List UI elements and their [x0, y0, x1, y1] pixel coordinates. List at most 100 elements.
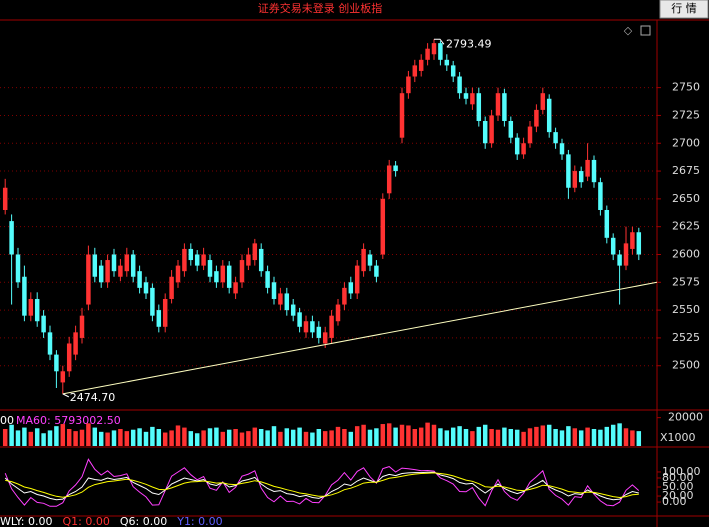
candle-body [86, 254, 91, 305]
volume-bar [566, 426, 571, 446]
volume-bar [124, 431, 130, 446]
candle-body [335, 304, 341, 322]
indicator-legend: Y1: 0.00 [176, 515, 222, 527]
candle-body [348, 282, 354, 294]
candle-body [194, 254, 200, 266]
candle-body [124, 254, 130, 272]
candle-body [201, 254, 206, 266]
candle-body [22, 276, 27, 316]
candle-body [73, 332, 78, 355]
volume-bar [34, 428, 40, 446]
candle-body [636, 232, 642, 255]
volume-bar [130, 429, 136, 446]
y-tick-label: 2700 [672, 136, 700, 149]
y-tick-label: 2625 [672, 220, 700, 233]
candle-body [92, 254, 98, 277]
volume-bar [188, 431, 194, 446]
volume-bar [572, 428, 578, 446]
volume-bar [546, 424, 552, 446]
candle-body [585, 159, 590, 177]
candle-body [188, 248, 194, 261]
volume-bar [118, 429, 123, 446]
candle-body [41, 315, 46, 333]
y-tick-label: 2575 [672, 275, 700, 288]
diamond-icon: ◇ [624, 24, 633, 37]
y-tick-label: 50.00 [662, 480, 694, 493]
candle-body [66, 343, 72, 372]
volume-bar [220, 431, 226, 446]
candle-body [598, 182, 603, 210]
volume-bar [329, 430, 334, 446]
volume-bar [322, 431, 328, 446]
volume-bar [143, 431, 149, 446]
volume-bar [380, 424, 386, 446]
candle-body [329, 315, 334, 338]
candle-body [156, 310, 162, 327]
candle-body [566, 154, 571, 188]
volume-bar [438, 428, 443, 446]
candle-body [572, 171, 578, 188]
candle-body [79, 315, 85, 338]
candle-body [258, 248, 264, 272]
volume-bar [521, 431, 526, 446]
candle-body [246, 254, 251, 266]
candle-body [175, 265, 181, 283]
volume-bar [86, 423, 91, 446]
candle-body [143, 282, 149, 294]
candle-body [393, 165, 398, 172]
candle-body [374, 265, 379, 277]
candle-body [271, 282, 277, 299]
high-label: 2793.49 [446, 37, 492, 50]
volume-bar [393, 427, 398, 446]
volume-bar [47, 430, 53, 446]
volume-bar [239, 432, 245, 446]
volume-bar [28, 431, 34, 446]
candle-body [47, 332, 53, 355]
candle-body [489, 115, 494, 144]
header-title: 证券交易未登录 创业板指 [258, 1, 383, 15]
candle-body [226, 265, 232, 288]
volume-bar [252, 427, 258, 446]
volume-bar [418, 427, 424, 446]
candle-body [310, 321, 315, 333]
indicator-legend: Q6: 0.00 [120, 515, 167, 527]
volume-bar [463, 429, 469, 446]
volume-bar [175, 425, 181, 446]
indicator-line [5, 472, 639, 499]
candle-body [15, 254, 21, 283]
volume-ma-label: MA60: 5793002.50 [16, 414, 121, 427]
candle-body [540, 93, 546, 110]
volume-unit: X1000 [660, 431, 696, 444]
volume-bar [22, 427, 27, 446]
candle-body [418, 59, 424, 71]
candle-body [239, 260, 245, 283]
volume-bar [482, 424, 488, 446]
candle-body [297, 312, 302, 327]
candle-body [514, 137, 520, 155]
quote-button[interactable] [659, 0, 709, 19]
candle-body [470, 93, 475, 105]
volume-bar [374, 428, 379, 446]
volume-bar [54, 426, 59, 446]
volume-bar [399, 424, 405, 446]
y-tick-label: 2525 [672, 331, 700, 344]
volume-bar [585, 427, 590, 446]
volume-bar [598, 429, 603, 446]
candle-body [527, 126, 533, 144]
volume-bar [623, 428, 629, 446]
quote-button-label[interactable]: 行 情 [671, 2, 697, 15]
volume-bar [361, 424, 366, 446]
candle-body [111, 254, 117, 272]
volume-bar [335, 426, 341, 446]
candle-body [444, 59, 450, 66]
volume-bar [470, 431, 475, 446]
candle-body [322, 332, 328, 344]
candle-body [284, 293, 290, 311]
candle-body [130, 254, 136, 277]
volume-bar [137, 428, 142, 446]
candle-body [367, 254, 373, 266]
candle-body [342, 287, 347, 305]
volume-bar [98, 431, 104, 446]
volume-bar [9, 424, 14, 446]
candle-body [406, 76, 411, 94]
